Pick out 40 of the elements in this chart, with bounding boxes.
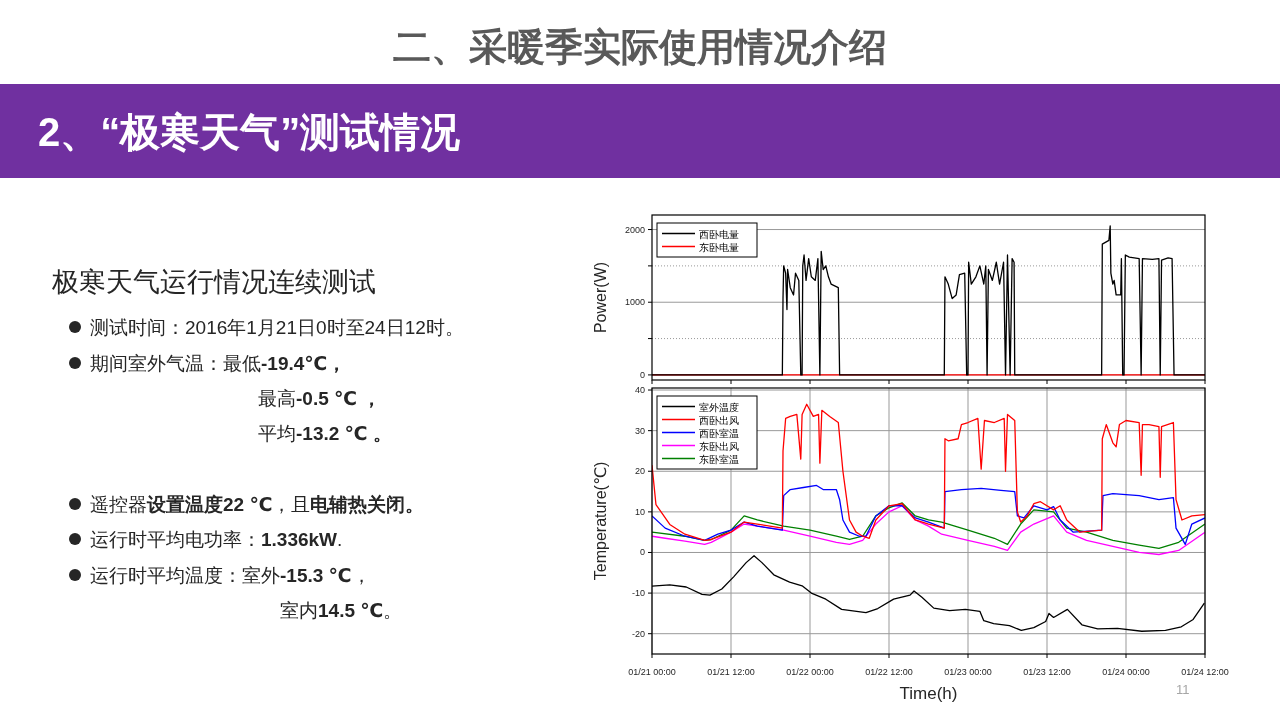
text: 运行时平均电功率：1.336kW. xyxy=(90,529,343,550)
text: 测试时间：2016年1月21日0时至24日12时。 xyxy=(90,317,464,338)
text: 极寒天气运行情况连续测试 xyxy=(51,267,376,297)
text: 室内14.5 ℃。 xyxy=(280,600,403,621)
y-tick-label: -10 xyxy=(631,588,645,599)
x-tick-label: 01/21 00:00 xyxy=(628,667,676,677)
y-tick-label: 2000 xyxy=(624,224,645,235)
legend-label: 西卧出风 xyxy=(699,414,739,426)
text: 二、采暖季实际使用情况介绍 xyxy=(393,26,887,68)
y-tick-label: 0 xyxy=(639,369,645,380)
y-tick-label: 10 xyxy=(634,506,645,517)
y-axis-title: Temperature(℃) xyxy=(592,461,609,581)
x-axis-title: Time(h) xyxy=(899,684,958,703)
y-tick-label: 20 xyxy=(634,466,645,477)
x-tick-label: 01/24 00:00 xyxy=(1102,667,1150,677)
text: 遥控器设置温度22 ℃，且电辅热关闭。 xyxy=(90,494,425,515)
y-tick-label: 0 xyxy=(639,547,645,558)
text: 11 xyxy=(1176,682,1190,697)
text: 期间室外气温：最低-19.4℃， xyxy=(90,353,347,374)
y-tick-label: 40 xyxy=(634,385,645,396)
x-tick-label: 01/23 12:00 xyxy=(1023,667,1071,677)
x-tick-label: 01/21 12:00 xyxy=(707,667,755,677)
legend-label: 东卧室温 xyxy=(699,453,739,465)
y-tick-label: 1000 xyxy=(624,297,645,308)
legend-label: 东卧出风 xyxy=(699,440,739,452)
legend-label: 室外温度 xyxy=(699,401,739,413)
legend-label: 西卧室温 xyxy=(699,427,739,439)
text: 最高-0.5 ℃ ， xyxy=(258,388,382,409)
y-axis-title: Power(W) xyxy=(592,261,609,334)
text: 2、“极寒天气”测试情况 xyxy=(38,110,461,154)
y-tick-label: -20 xyxy=(631,628,645,639)
x-tick-label: 01/24 12:00 xyxy=(1181,667,1229,677)
x-tick-label: 01/23 00:00 xyxy=(944,667,992,677)
legend-label: 西卧电量 xyxy=(699,228,739,240)
text: 运行时平均温度：室外-15.3 ℃， xyxy=(90,565,371,586)
legend-label: 东卧电量 xyxy=(699,241,739,253)
y-tick-label: 30 xyxy=(634,425,645,436)
text: 平均-13.2 ℃ 。 xyxy=(258,423,392,444)
x-tick-label: 01/22 12:00 xyxy=(865,667,913,677)
x-tick-label: 01/22 00:00 xyxy=(786,667,834,677)
